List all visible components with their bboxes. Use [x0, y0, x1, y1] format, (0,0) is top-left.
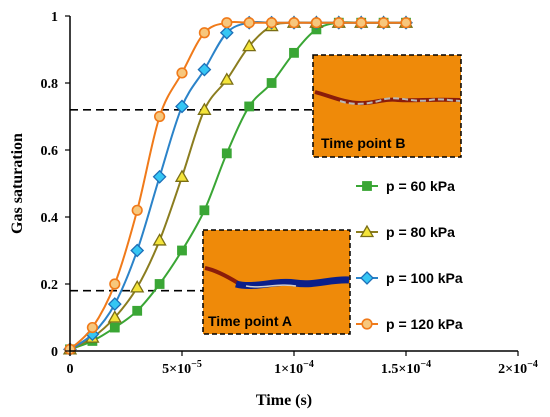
- data-point: [266, 78, 277, 88]
- legend-item: p = 80 kPa: [356, 224, 455, 240]
- legend: p = 60 kPa p = 80 kPa p = 100 kPa p = 120 k…: [356, 178, 463, 332]
- inset-b-label: Time point B: [321, 135, 406, 151]
- data-point: [197, 102, 212, 115]
- data-point: [219, 72, 234, 85]
- data-point: [109, 322, 120, 333]
- data-point: [107, 310, 122, 323]
- inset-a-interface-light: [245, 284, 297, 288]
- data-point: [131, 204, 143, 216]
- data-point: [152, 169, 167, 184]
- x-tick-label: 5×10−5: [162, 359, 202, 377]
- data-point: [86, 321, 98, 334]
- legend-item: p = 100 kPa: [356, 270, 463, 286]
- x-tick-label: 0: [67, 362, 74, 377]
- y-tick-label: 1: [51, 10, 58, 25]
- legend-label: p = 120 kPa: [386, 316, 463, 332]
- data-point: [152, 233, 167, 246]
- inset-time-point-b: Time point B: [312, 54, 462, 158]
- x-axis-label: Time (s): [256, 392, 312, 409]
- data-point: [288, 17, 300, 29]
- data-point: [109, 278, 121, 290]
- data-point: [174, 169, 190, 182]
- data-point: [132, 305, 143, 316]
- legend-marker: [362, 181, 372, 191]
- x-tick-label: 1×10−4: [274, 359, 314, 377]
- data-point: [154, 279, 165, 289]
- legend-marker: [361, 318, 373, 330]
- series-layer: [62, 15, 414, 357]
- inset-a-interface-red: [204, 266, 240, 285]
- y-axis-label: Gas saturation: [9, 133, 26, 234]
- data-point: [198, 27, 210, 39]
- data-point: [400, 17, 412, 29]
- data-point: [289, 47, 299, 58]
- data-point: [244, 101, 255, 112]
- data-point: [378, 17, 390, 29]
- legend-item: p = 120 kPa: [356, 316, 463, 332]
- data-point: [243, 17, 255, 29]
- axes: 0 0.2 0.4 0.6 0.8 1 0 5×10−5 1×10−4 1.5×10−4 2×10−…: [9, 10, 538, 409]
- inset-a-label: Time point A: [208, 313, 292, 329]
- x-tick-label: 2×10−4: [498, 359, 538, 377]
- data-point: [266, 17, 278, 29]
- data-point: [130, 280, 145, 293]
- data-point: [199, 205, 210, 216]
- data-point: [175, 99, 189, 114]
- data-point: [107, 297, 122, 312]
- data-point: [176, 67, 188, 79]
- data-point: [219, 25, 234, 40]
- legend-marker: [360, 271, 374, 285]
- x-tick-label: 1.5×10−4: [381, 359, 431, 377]
- inset-time-point-a: Time point A: [202, 229, 351, 335]
- legend-label: p = 80 kPa: [386, 224, 455, 240]
- y-tick-label: 0.8: [41, 77, 59, 92]
- legend-label: p = 60 kPa: [386, 178, 455, 194]
- data-point: [177, 245, 187, 256]
- legend-marker: [359, 224, 375, 238]
- data-point: [355, 17, 367, 29]
- y-tick-label: 0.2: [41, 278, 59, 293]
- series-line: [69, 20, 406, 351]
- legend-label: p = 100 kPa: [386, 270, 463, 286]
- legend-item: p = 60 kPa: [356, 178, 455, 194]
- data-point: [154, 110, 166, 123]
- y-tick-label: 0.6: [41, 144, 59, 159]
- data-point: [197, 62, 212, 77]
- y-tick-label: 0.4: [41, 211, 59, 226]
- data-point: [221, 17, 233, 29]
- series-circle: [64, 17, 412, 355]
- data-point: [310, 17, 323, 29]
- data-point: [221, 148, 232, 159]
- data-point: [242, 38, 257, 52]
- inset-b-background: [312, 54, 462, 158]
- data-point: [333, 17, 345, 29]
- inset-b-interface-light: [339, 97, 461, 105]
- data-point: [130, 243, 145, 258]
- y-tick-label: 0: [51, 345, 58, 360]
- inset-a-interface-blue: [235, 276, 350, 290]
